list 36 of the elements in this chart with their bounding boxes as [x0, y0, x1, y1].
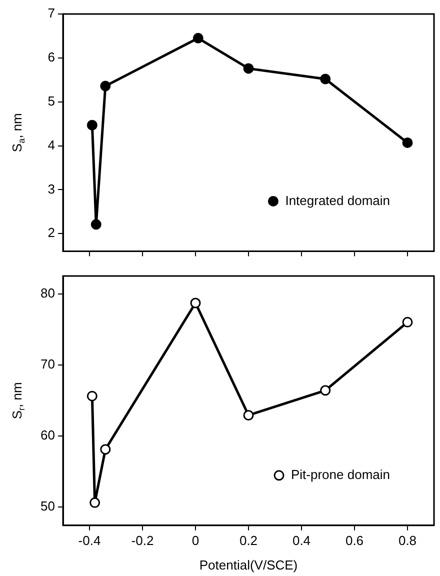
x-tick-label: -0.2	[131, 532, 154, 548]
y-tick-label: 4	[48, 137, 55, 152]
y-tick-label: 60	[40, 427, 55, 442]
x-tick-label: 0.2	[239, 532, 258, 548]
y-tick-label: 70	[40, 356, 55, 372]
point	[100, 80, 111, 92]
point	[320, 385, 331, 396]
point	[86, 390, 98, 402]
x-tick-label: -0.4	[78, 532, 101, 548]
point	[90, 219, 102, 230]
legend-label: Pit-prone domain	[291, 466, 390, 482]
x-tick-label: 0.6	[345, 532, 364, 548]
point	[100, 444, 111, 455]
point	[243, 410, 254, 421]
point	[243, 63, 254, 74]
y-axis-title: Sr, nm	[10, 382, 26, 420]
x-tick-label: 0.4	[292, 532, 311, 548]
y-tick-label: 6	[48, 50, 55, 65]
x-axis-title: Potential(V/SCE)	[199, 558, 298, 573]
point	[90, 497, 100, 508]
legend-label: Integrated domain	[285, 192, 390, 208]
point	[190, 298, 201, 308]
x-tick-label: 0.8	[398, 532, 417, 548]
y-axis-title: Sa, nm	[10, 113, 26, 152]
y-tick-label: 2	[48, 225, 55, 240]
y-tick-label: 50	[40, 498, 55, 514]
point	[86, 120, 98, 130]
y-tick-label: 3	[48, 181, 55, 196]
point	[402, 137, 413, 148]
point	[192, 32, 204, 44]
y-tick-label: 5	[48, 93, 55, 108]
y-tick-label: 80	[40, 285, 55, 300]
x-tick-label: 0	[192, 532, 200, 548]
point	[402, 316, 413, 328]
point	[320, 74, 331, 84]
y-tick-label: 7	[48, 6, 55, 21]
